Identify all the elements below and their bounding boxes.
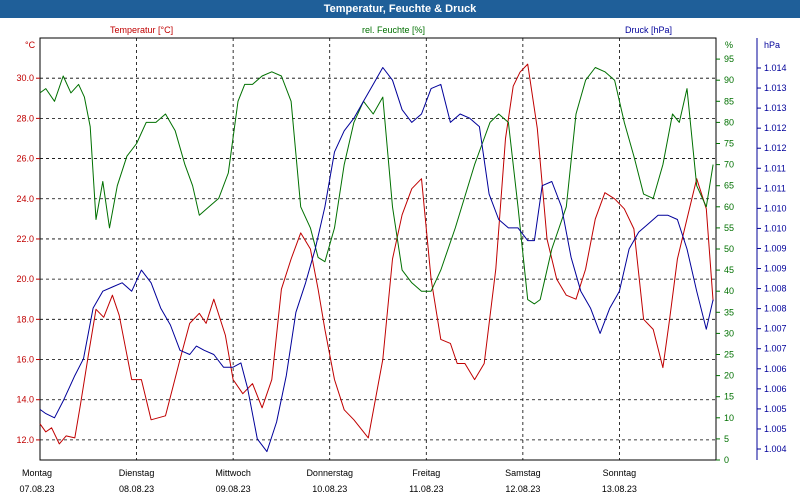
x-day-label: Freitag [412,468,440,478]
x-date-label: 07.08.23 [19,484,54,494]
pressure-tick-label: 1.005 [764,424,787,434]
temperature-axis: 12.0 14.0 16.0 18.0 20.0 22.0 24.0 26.0 28.0 30.0 [16,73,40,445]
humidity-tick-label: 50 [724,244,734,254]
temperature-tick-label: 14.0 [16,395,34,405]
temperature-tick-label: 12.0 [16,435,34,445]
humidity-line [39,67,714,305]
pressure-tick-label: 1.010 [764,203,787,213]
temperature-line [39,63,714,445]
humidity-tick-label: 95 [724,54,734,64]
x-date-label: 08.08.23 [119,484,154,494]
pressure-tick-label: 1.009 [764,264,787,274]
pressure-tick-label: 1.013 [764,83,787,93]
humidity-tick-label: 70 [724,160,734,170]
x-day-label: Sonntag [603,468,637,478]
pressure-tick-label: 1.006 [764,384,787,394]
temperature-tick-label: 18.0 [16,314,34,324]
x-day-label: Dienstag [119,468,155,478]
x-day-label: Montag [22,468,52,478]
humidity-tick-label: 10 [724,413,734,423]
humidity-tick-label: 20 [724,371,734,381]
pressure-tick-label: 1.013 [764,103,787,113]
pressure-unit-label: hPa [764,40,780,50]
pressure-tick-label: 1.010 [764,223,787,233]
pressure-tick-label: 1.011 [764,183,786,193]
humidity-tick-label: 40 [724,286,734,296]
temperature-unit-label: °C [25,40,36,50]
humidity-tick-label: 85 [724,96,734,106]
pressure-line [39,67,714,453]
x-date-label: 11.08.23 [409,484,443,494]
window-title: Temperatur, Feuchte & Druck [0,0,800,18]
humidity-tick-label: 65 [724,181,734,191]
pressure-tick-label: 1.004 [764,444,787,454]
series-layer [39,63,714,453]
temperature-tick-label: 26.0 [16,154,34,164]
temperature-tick-label: 24.0 [16,194,34,204]
humidity-unit-label: % [725,40,733,50]
pressure-tick-label: 1.014 [764,63,787,73]
pressure-axis: 1.004 1.005 1.005 1.006 1.006 1.007 1.007 1.008… [756,38,787,460]
x-date-label: 13.08.23 [602,484,637,494]
humidity-tick-label: 15 [724,392,734,402]
temperature-tick-label: 22.0 [16,234,34,244]
pressure-tick-label: 1.006 [764,364,787,374]
x-day-label: Samstag [505,468,541,478]
time-axis: Montag 07.08.23 Dienstag 08.08.23 Mittwoch 09… [19,468,636,494]
temperature-tick-label: 16.0 [16,355,34,365]
legend-pressure: Druck [hPa] [625,25,672,35]
legend-temperature: Temperatur [°C] [110,25,173,35]
gridlines [40,38,716,460]
x-date-label: 09.08.23 [216,484,251,494]
humidity-tick-label: 60 [724,202,734,212]
pressure-tick-label: 1.012 [764,143,787,153]
pressure-tick-label: 1.012 [764,123,787,133]
temperature-tick-label: 28.0 [16,113,34,123]
pressure-tick-label: 1.008 [764,304,787,314]
plot-area [39,37,717,461]
x-date-label: 12.08.23 [505,484,540,494]
humidity-tick-label: 75 [724,139,734,149]
humidity-axis: 0 5 10 15 20 25 30 35 40 45 50 55 60 65 70 75 80 85 90 95 [716,54,734,465]
x-day-label: Mittwoch [215,468,251,478]
x-day-label: Donnerstag [306,468,353,478]
humidity-tick-label: 80 [724,117,734,127]
humidity-tick-label: 30 [724,328,734,338]
humidity-tick-label: 45 [724,265,734,275]
pressure-tick-label: 1.008 [764,284,787,294]
temperature-tick-label: 20.0 [16,274,34,284]
pressure-tick-label: 1.007 [764,344,787,354]
humidity-tick-label: 5 [724,434,729,444]
pressure-tick-label: 1.009 [764,243,787,253]
x-date-label: 10.08.23 [312,484,347,494]
humidity-tick-label: 55 [724,223,734,233]
pressure-tick-label: 1.005 [764,404,787,414]
pressure-tick-label: 1.007 [764,324,787,334]
legend-humidity: rel. Feuchte [%] [362,25,425,35]
pressure-tick-label: 1.011 [764,163,786,173]
humidity-tick-label: 25 [724,350,734,360]
humidity-tick-label: 90 [724,75,734,85]
humidity-tick-label: 35 [724,307,734,317]
temperature-tick-label: 30.0 [16,73,34,83]
humidity-tick-label: 0 [724,455,729,465]
